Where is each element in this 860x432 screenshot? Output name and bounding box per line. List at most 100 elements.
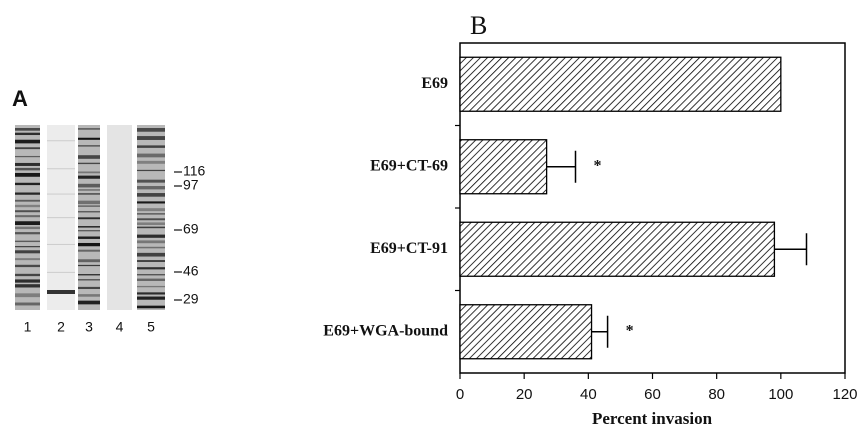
y-tick-label: E69+CT-91 (370, 240, 448, 257)
gel-band (137, 279, 165, 281)
gel-band (137, 227, 165, 229)
gel-band (137, 145, 165, 147)
x-tick-label: 60 (644, 386, 661, 403)
gel-band (15, 156, 40, 157)
gel-band (137, 213, 165, 215)
gel-band (15, 140, 40, 144)
gel-band (15, 215, 40, 217)
gel-band (78, 236, 100, 238)
marker-label: 97 (183, 177, 199, 193)
gel-band (15, 147, 40, 149)
gel-band (78, 128, 100, 130)
y-tick-label: E69+CT-69 (370, 157, 448, 174)
gel-band (15, 133, 40, 135)
gel-band (137, 136, 165, 140)
gel-band (137, 235, 165, 238)
gel-band (137, 201, 165, 203)
gel-band (137, 161, 165, 164)
gel-band (15, 303, 40, 306)
gel-band (137, 222, 165, 225)
gel-band (78, 189, 100, 191)
marker-label: 29 (183, 291, 199, 307)
panel-label: A (12, 86, 28, 111)
gel-band (137, 193, 165, 197)
gel-lane-blank (107, 125, 132, 310)
gel-band (137, 286, 165, 287)
y-tick-label: E69+WGA-bound (323, 322, 448, 339)
x-tick-label: 80 (708, 386, 725, 403)
gel-band (137, 274, 165, 275)
gel-band (15, 265, 40, 267)
gel-band (78, 294, 100, 297)
gel-band (47, 290, 75, 294)
gel-band (47, 272, 75, 273)
x-axis-label: Percent invasion (592, 409, 713, 428)
gel-band (47, 194, 75, 195)
gel-band (137, 154, 165, 158)
panel-title: B (470, 11, 487, 40)
gel-band (78, 171, 100, 173)
x-tick-label: 20 (516, 386, 533, 403)
x-tick-label: 0 (456, 386, 464, 403)
gel-band (47, 140, 75, 141)
gel-band (137, 180, 165, 183)
gel-band (15, 193, 40, 195)
error-bar (547, 151, 576, 183)
gel-band (137, 306, 165, 309)
gel-band (78, 217, 100, 219)
lane-label: 3 (85, 319, 93, 335)
significance-mark: * (594, 157, 602, 174)
gel-band (15, 293, 40, 297)
significance-mark: * (626, 322, 634, 339)
gel-band (15, 210, 40, 212)
gel-band (15, 200, 40, 202)
gel-band (15, 173, 40, 177)
marker-label: 46 (183, 263, 199, 279)
gel-band (78, 279, 100, 280)
gel-band (47, 217, 75, 218)
marker-label: 69 (183, 221, 199, 237)
gel-band (15, 183, 40, 185)
gel-band (78, 145, 100, 146)
gel-band (78, 184, 100, 188)
gel-band (78, 163, 100, 164)
error-bar (774, 233, 806, 265)
gel-band (78, 201, 100, 205)
gel-band (15, 227, 40, 229)
gel-band (15, 241, 40, 242)
bar (460, 57, 781, 111)
gel-band (78, 230, 100, 231)
figure: A B Percent invasion 1234511697694629020… (0, 0, 860, 432)
x-tick-label: 40 (580, 386, 597, 403)
error-bar (592, 316, 608, 348)
gel-band (15, 246, 40, 247)
x-tick-label: 120 (832, 386, 857, 403)
gel-band (15, 284, 40, 287)
gel-band (137, 240, 165, 243)
gel-band (47, 244, 75, 245)
gel-band (15, 168, 40, 170)
x-tick-label: 100 (768, 386, 793, 403)
gel-band (78, 259, 100, 262)
gel-band (78, 211, 100, 212)
gel-band (137, 260, 165, 261)
gel-lane (137, 125, 165, 310)
bar (460, 305, 592, 359)
gel-band (15, 205, 40, 207)
gel-band (78, 193, 100, 194)
gel-band (137, 247, 165, 249)
bar (460, 140, 547, 194)
lane-label: 2 (57, 319, 65, 335)
gel-band (15, 128, 40, 131)
gel-band (137, 253, 165, 257)
gel-band (137, 267, 165, 269)
lane-label: 1 (24, 319, 32, 335)
gel-band (15, 163, 40, 166)
gel-band (137, 186, 165, 189)
gel-band (78, 301, 100, 305)
gel-band (78, 226, 100, 227)
gel-band (78, 206, 100, 207)
gel-band (15, 221, 40, 225)
gel-band (78, 155, 100, 159)
gel-band (15, 274, 40, 276)
